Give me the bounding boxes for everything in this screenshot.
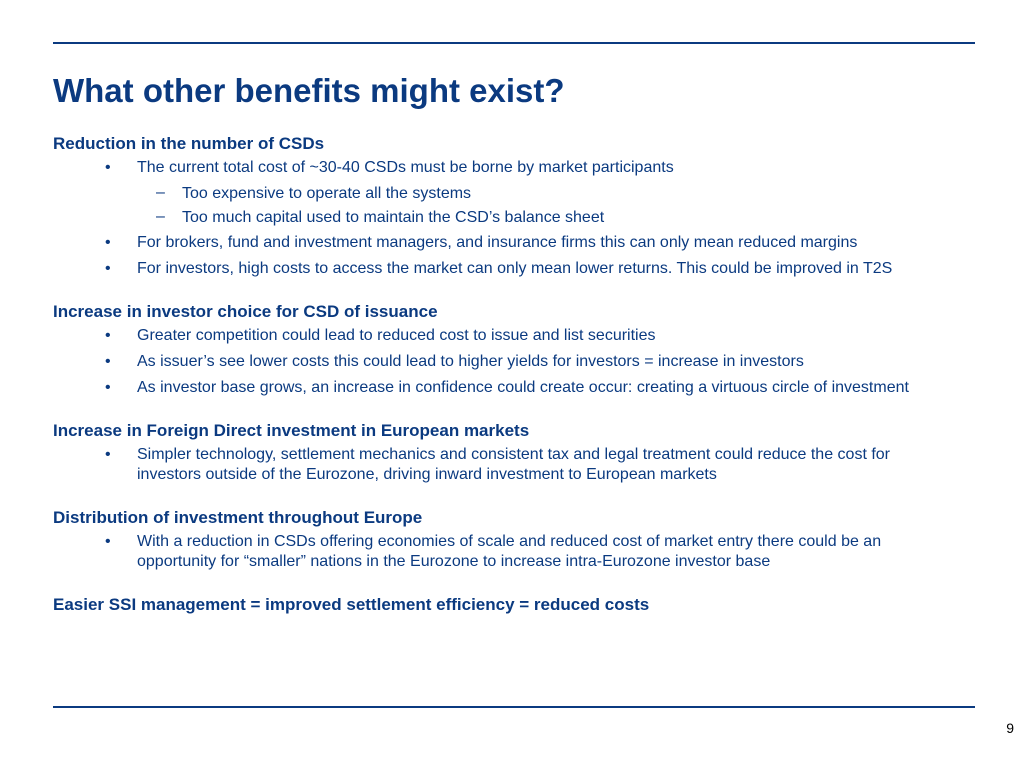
bullet-icon: • (105, 260, 111, 277)
bullet-item: • The current total cost of ~30-40 CSDs … (53, 158, 983, 178)
bullet-item: • As investor base grows, an increase in… (53, 378, 983, 398)
bullet-item: • For brokers, fund and investment manag… (53, 233, 983, 253)
bullet-icon: • (105, 234, 111, 251)
bullet-text: As issuer’s see lower costs this could l… (137, 353, 804, 370)
bullet-item: • With a reduction in CSDs offering econ… (53, 532, 927, 572)
bullet-text: Greater competition could lead to reduce… (137, 327, 656, 344)
section-heading: Reduction in the number of CSDs (53, 134, 325, 153)
section-distribution: Distribution of investment throughout Eu… (53, 507, 983, 572)
sub-bullet-text: Too expensive to operate all the systems (182, 185, 472, 202)
section-reduction-csds: Reduction in the number of CSDs • The cu… (53, 133, 983, 279)
bullet-text: For investors, high costs to access the … (137, 260, 893, 277)
section-heading: Easier SSI management = improved settlem… (53, 595, 650, 614)
slide-body: Reduction in the number of CSDs • The cu… (53, 133, 983, 619)
section-ssi-management: Easier SSI management = improved settlem… (53, 594, 983, 615)
dash-icon: – (156, 184, 165, 201)
sub-bullet-list: – Too expensive to operate all the syste… (53, 184, 983, 228)
bullet-text: Simpler technology, settlement mechanics… (137, 446, 890, 483)
bullet-text: The current total cost of ~30-40 CSDs mu… (137, 159, 674, 176)
slide-title: What other benefits might exist? (53, 72, 565, 109)
page-number: 9 (1006, 720, 1014, 736)
section-foreign-investment: Increase in Foreign Direct investment in… (53, 420, 983, 485)
sub-bullet-text: Too much capital used to maintain the CS… (182, 209, 605, 226)
bullet-item: • Simpler technology, settlement mechani… (53, 445, 927, 485)
bullet-icon: • (105, 446, 111, 463)
section-heading: Increase in investor choice for CSD of i… (53, 302, 438, 321)
bullet-text: As investor base grows, an increase in c… (137, 379, 909, 396)
bullet-icon: • (105, 327, 111, 344)
section-heading: Distribution of investment throughout Eu… (53, 508, 423, 527)
bullet-item: • As issuer’s see lower costs this could… (53, 352, 983, 372)
dash-icon: – (156, 208, 165, 225)
bullet-item: • Greater competition could lead to redu… (53, 326, 983, 346)
bullet-item: • For investors, high costs to access th… (53, 259, 983, 279)
top-divider (53, 42, 975, 44)
bullet-icon: • (105, 159, 111, 176)
bullet-icon: • (105, 353, 111, 370)
section-investor-choice: Increase in investor choice for CSD of i… (53, 301, 983, 398)
bullet-icon: • (105, 533, 111, 550)
bottom-divider (53, 706, 975, 708)
section-heading: Increase in Foreign Direct investment in… (53, 421, 530, 440)
sub-bullet-item: – Too much capital used to maintain the … (53, 208, 983, 228)
bullet-text: With a reduction in CSDs offering econom… (137, 533, 882, 570)
bullet-icon: • (105, 379, 111, 396)
bullet-text: For brokers, fund and investment manager… (137, 234, 858, 251)
sub-bullet-item: – Too expensive to operate all the syste… (53, 184, 983, 204)
